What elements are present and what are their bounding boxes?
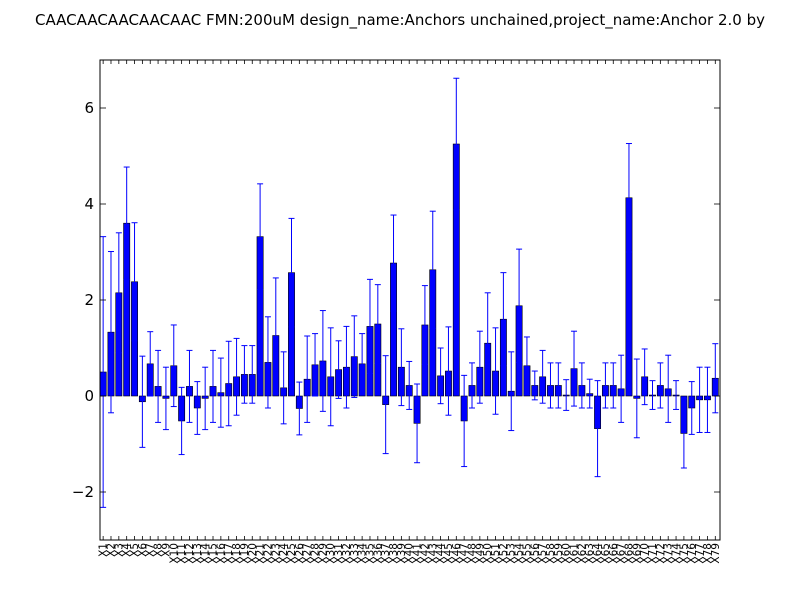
x-tick-label: X29 (317, 543, 329, 564)
x-tick-label: X43 (427, 543, 439, 564)
x-tick-label: X50 (482, 543, 494, 564)
x-tick-label: X76 (686, 543, 698, 564)
x-tick-label: X74 (671, 543, 683, 564)
x-tick-label: X52 (498, 543, 510, 564)
x-tick-label: X38 (388, 543, 400, 564)
x-tick-label: X77 (694, 543, 706, 564)
y-tick-label: 2 (84, 291, 94, 309)
x-tick-label: X79 (710, 543, 722, 564)
x-tick-label: X48 (467, 543, 479, 564)
x-tick-label: X13 (192, 543, 204, 564)
x-tick-label: X27 (302, 543, 314, 564)
x-tick-label: X66 (608, 543, 620, 564)
x-tick-label: X5 (129, 543, 141, 557)
x-tick-label: X7 (145, 543, 157, 557)
x-tick-label: X19 (239, 543, 251, 564)
x-tick-label: X75 (678, 543, 690, 564)
x-tick-label: X40 (404, 543, 416, 564)
x-tick-label: X10 (168, 543, 180, 564)
x-tick-label: X12 (184, 543, 196, 564)
x-tick-label: X68 (623, 543, 635, 564)
x-tick-label: X36 (372, 543, 384, 564)
error-bars-layer (100, 77, 719, 508)
x-tick-label: X22 (262, 543, 274, 564)
x-axis: X1X2X3X4X5X6X7X8X9X10X11X12X13X14X15X16X… (98, 60, 722, 564)
x-tick-label: X20 (247, 543, 259, 564)
x-tick-label: X51 (490, 543, 502, 564)
x-tick-label: X33 (349, 543, 361, 564)
x-tick-label: X21 (255, 543, 267, 564)
x-tick-label: X45 (443, 543, 455, 564)
x-tick-label: X72 (655, 543, 667, 564)
x-tick-label: X6 (137, 543, 149, 557)
x-tick-label: X16 (215, 543, 227, 564)
x-tick-label: X54 (514, 543, 526, 564)
x-tick-label: X53 (506, 543, 518, 564)
x-tick-label: X70 (639, 543, 651, 564)
x-tick-label: X14 (200, 543, 212, 564)
x-tick-label: X57 (537, 543, 549, 564)
y-tick-label: 4 (84, 195, 94, 213)
x-tick-label: X58 (545, 543, 557, 564)
x-tick-label: X11 (176, 543, 188, 564)
x-tick-label: X9 (160, 543, 172, 557)
x-tick-label: X46 (451, 543, 463, 564)
x-tick-label: X56 (529, 543, 541, 564)
x-tick-label: X31 (333, 543, 345, 564)
x-tick-label: X3 (113, 543, 125, 557)
x-tick-label: X18 (231, 543, 243, 564)
x-tick-label: X34 (357, 543, 369, 564)
x-tick-label: X44 (435, 543, 447, 564)
x-tick-label: X73 (663, 543, 675, 564)
x-tick-label: X24 (278, 543, 290, 564)
x-tick-label: X17 (223, 543, 235, 564)
x-tick-label: X23 (270, 543, 282, 564)
x-tick-label: X71 (647, 543, 659, 564)
x-tick-label: X2 (105, 543, 117, 557)
x-tick-label: X39 (396, 543, 408, 564)
x-tick-label: X67 (616, 543, 628, 564)
x-tick-label: X62 (576, 543, 588, 564)
x-tick-label: X60 (561, 543, 573, 564)
x-tick-label: X47 (459, 543, 471, 564)
x-tick-label: X49 (474, 543, 486, 564)
x-tick-label: X64 (592, 543, 604, 564)
x-tick-label: X8 (153, 543, 165, 557)
x-tick-label: X15 (208, 543, 220, 564)
x-tick-label: X37 (380, 543, 392, 564)
x-tick-label: X30 (325, 543, 337, 564)
x-tick-label: X1 (98, 543, 110, 557)
x-tick-label: X4 (121, 543, 133, 557)
x-tick-label: X65 (600, 543, 612, 564)
x-tick-label: X42 (419, 543, 431, 564)
x-tick-label: X32 (341, 543, 353, 564)
x-tick-label: X26 (294, 543, 306, 564)
x-tick-label: X35 (364, 543, 376, 564)
x-tick-label: X78 (702, 543, 714, 564)
x-tick-label: X59 (553, 543, 565, 564)
y-tick-label: 6 (84, 99, 94, 117)
y-axis: −2 0 2 4 6 (72, 99, 720, 501)
y-tick-label: 0 (84, 387, 94, 405)
x-tick-label: X69 (631, 543, 643, 564)
x-tick-label: X25 (286, 543, 298, 564)
x-tick-label: X28 (310, 543, 322, 564)
x-tick-label: X41 (412, 543, 424, 564)
y-tick-label: −2 (72, 483, 94, 501)
chart-title: CAACAACAACAACAAC FMN:200uM design_name:A… (35, 11, 765, 30)
x-tick-label: X63 (584, 543, 596, 564)
x-tick-label: X61 (569, 543, 581, 564)
x-tick-label: X55 (521, 543, 533, 564)
